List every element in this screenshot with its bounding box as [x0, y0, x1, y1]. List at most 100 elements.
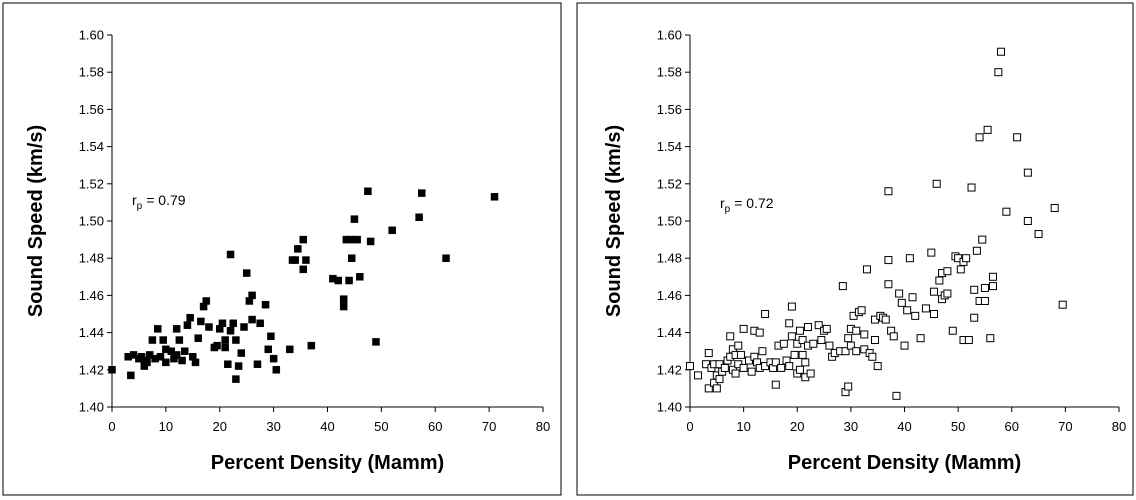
point: [388, 226, 396, 235]
point: [814, 321, 823, 330]
point: [927, 248, 936, 257]
point: [889, 332, 898, 341]
point: [822, 324, 831, 333]
point: [779, 339, 788, 348]
point: [970, 285, 979, 294]
point: [795, 365, 804, 374]
point: [334, 276, 343, 285]
point: [884, 280, 893, 289]
point: [272, 366, 281, 374]
point: [755, 328, 764, 337]
point: [980, 296, 989, 305]
point: [803, 323, 812, 332]
x-tick-label: 30: [844, 419, 858, 434]
x-tick-label: 10: [736, 419, 750, 434]
point: [1002, 207, 1011, 216]
point: [1013, 133, 1022, 142]
point: [197, 317, 205, 326]
x-tick-label: 70: [1058, 419, 1072, 434]
point: [339, 295, 348, 303]
point: [364, 187, 372, 195]
point: [908, 293, 917, 302]
point: [860, 330, 869, 339]
point: [795, 326, 804, 335]
point: [213, 341, 221, 350]
y-tick-label: 1.52: [79, 176, 104, 191]
point: [970, 313, 979, 322]
point: [895, 289, 904, 298]
point: [994, 68, 1003, 77]
point: [975, 133, 984, 142]
point: [825, 341, 834, 350]
point: [806, 369, 815, 378]
point: [787, 302, 796, 311]
y-tick-label: 1.50: [657, 214, 682, 229]
point: [771, 380, 780, 389]
x-axis-title: Percent Density (Mamm): [788, 452, 1021, 474]
y-tick-label: 1.50: [79, 214, 104, 229]
point: [442, 254, 450, 262]
point: [884, 256, 893, 265]
annotation: rp = 0.72: [720, 195, 774, 215]
point: [771, 358, 780, 367]
point: [929, 310, 938, 318]
point: [221, 343, 229, 352]
point: [935, 276, 944, 285]
point: [418, 189, 426, 197]
point: [221, 336, 229, 344]
x-axis-title: Percent Density (Mamm): [211, 452, 444, 474]
point: [852, 326, 861, 335]
point: [747, 367, 756, 376]
point: [962, 254, 971, 263]
y-tick-label: 1.54: [79, 139, 104, 154]
y-tick-label: 1.48: [657, 251, 682, 266]
point: [356, 273, 364, 281]
point: [948, 326, 957, 335]
point: [256, 319, 264, 328]
point: [916, 334, 925, 343]
point: [264, 345, 272, 354]
point: [156, 353, 165, 361]
point: [490, 193, 499, 201]
point: [226, 250, 235, 259]
x-tick-label: 20: [790, 419, 804, 434]
point: [911, 311, 920, 320]
point: [339, 302, 348, 311]
point: [415, 213, 423, 222]
point: [787, 332, 796, 341]
x-tick-label: 80: [536, 419, 550, 434]
point: [986, 334, 995, 343]
point: [261, 300, 270, 309]
point: [159, 336, 167, 344]
y-tick-label: 1.42: [79, 362, 104, 377]
point: [988, 272, 997, 281]
point: [862, 265, 871, 274]
point: [726, 332, 735, 341]
point: [841, 347, 850, 356]
point: [127, 371, 135, 380]
point: [178, 356, 186, 365]
point: [183, 321, 192, 329]
x-tick-label: 70: [482, 419, 496, 434]
point: [873, 362, 882, 371]
x-tick-label: 40: [320, 419, 334, 434]
x-tick-label: 50: [951, 419, 965, 434]
y-tick-label: 1.40: [657, 400, 682, 415]
y-tick-label: 1.60: [79, 28, 104, 43]
point: [921, 304, 930, 313]
point: [186, 313, 194, 322]
point: [372, 338, 380, 346]
y-tick-label: 1.56: [657, 102, 682, 117]
point: [817, 336, 826, 345]
x-tick-label: 20: [213, 419, 227, 434]
y-tick-label: 1.40: [79, 400, 104, 415]
x-tick-label: 0: [686, 419, 693, 434]
point: [162, 358, 170, 367]
point: [943, 267, 952, 276]
point: [299, 265, 308, 274]
point: [739, 324, 748, 333]
x-tick-label: 10: [159, 419, 173, 434]
point: [758, 347, 767, 356]
point: [801, 358, 810, 367]
